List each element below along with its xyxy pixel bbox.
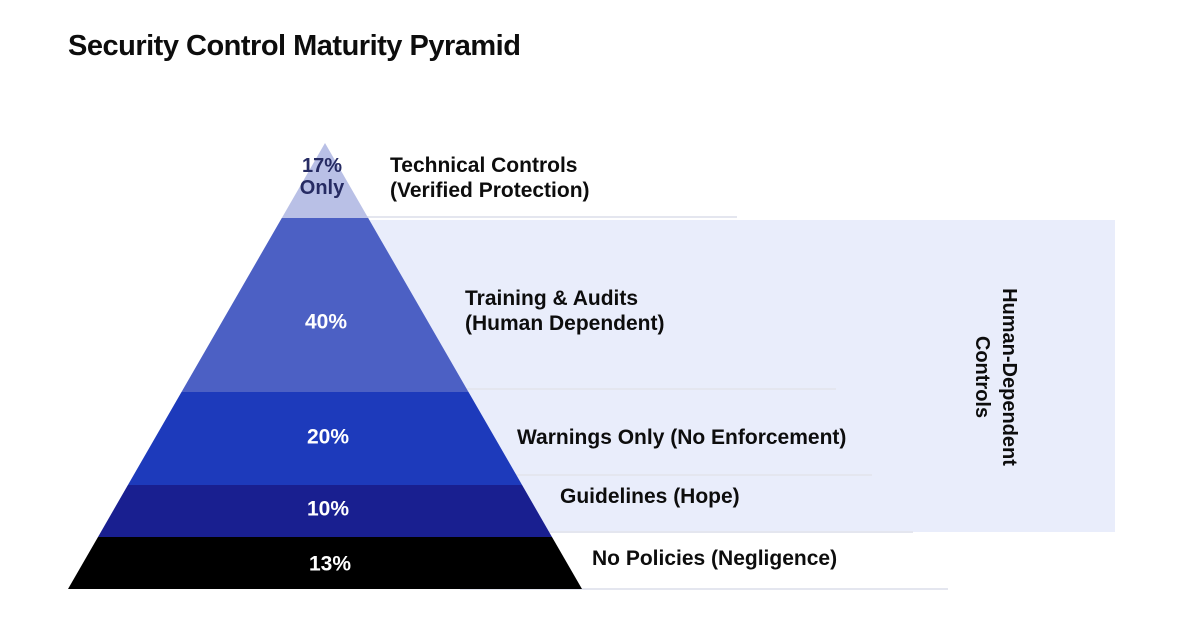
tier-label-warnings: Warnings Only (No Enforcement) (517, 426, 847, 449)
divider-line-guidelines (430, 531, 913, 533)
band-annotation-line2: Controls (971, 335, 993, 419)
tier-label-line2: (Verified Protection) (390, 179, 590, 202)
tier-value-warnings: 20% (306, 425, 350, 449)
tier-segment-training (181, 218, 469, 392)
band-annotation-vertical-label: Human-Dependent Controls (968, 288, 1022, 466)
tier-value-percent: 17% (301, 155, 343, 177)
divider-line-training (350, 388, 836, 390)
tier-value-note: Only (299, 177, 345, 199)
divider-line-warnings (400, 474, 872, 476)
tier-segment-warnings (127, 392, 523, 485)
tier-label-line1: Training & Audits (465, 287, 639, 310)
tier-value-technical: 17% Only (300, 155, 344, 199)
tier-segment-guidelines (98, 485, 552, 537)
tier-label-no-policies: No Policies (Negligence) (592, 547, 838, 570)
tier-label-line2: (Human Dependent) (465, 312, 665, 335)
tier-label-guidelines: Guidelines (Hope) (560, 485, 740, 508)
tier-label-technical: Technical Controls (Verified Protection) (390, 153, 590, 203)
tier-label-training: Training & Audits (Human Dependent) (465, 286, 665, 336)
tier-segment-no-policies (68, 537, 582, 589)
page-title: Security Control Maturity Pyramid (68, 30, 521, 62)
tier-value-training: 40% (304, 310, 348, 334)
tier-value-no-policies: 13% (308, 552, 352, 576)
band-annotation-line1: Human-Dependent (998, 288, 1020, 466)
divider-line-technical (350, 216, 737, 218)
tier-value-guidelines: 10% (306, 497, 350, 521)
tier-segment-technical (281, 143, 369, 218)
tier-label-line1: Technical Controls (390, 154, 578, 177)
divider-line-no-policies (460, 588, 948, 590)
